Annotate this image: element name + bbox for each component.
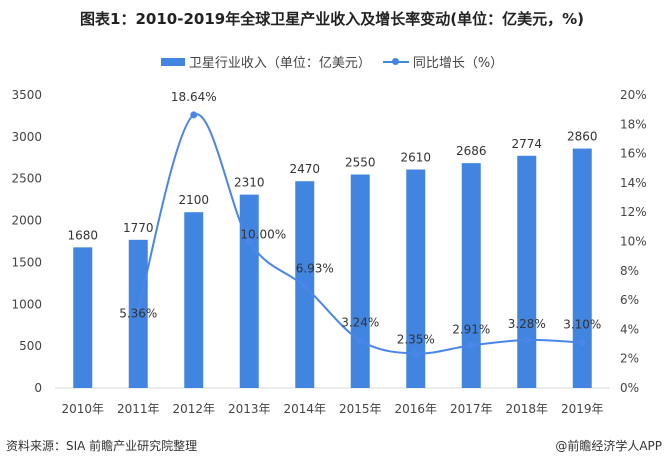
bar-value-label: 2774 xyxy=(511,137,542,151)
chart-title: 图表1：2010-2019年全球卫星产业收入及增长率变动(单位：亿美元，%) xyxy=(80,10,584,28)
legend-bar-swatch-icon xyxy=(160,57,185,66)
bar-value-label: 2610 xyxy=(400,151,431,165)
bar-value-label: 2310 xyxy=(234,176,265,190)
left-axis-tick-label: 500 xyxy=(19,339,42,353)
left-axis-tick-label: 2500 xyxy=(11,172,42,186)
legend-item-revenue: 卫星行业收入（单位：亿美元） xyxy=(160,52,371,71)
bar xyxy=(350,174,370,388)
bar xyxy=(572,148,592,388)
left-axis-tick-label: 2000 xyxy=(11,214,42,228)
bar xyxy=(184,212,204,388)
right-axis-tick-label: 16% xyxy=(620,147,647,161)
right-axis-tick-label: 20% xyxy=(620,88,647,102)
x-axis-tick-label: 2015年 xyxy=(339,402,382,416)
x-axis-tick-label: 2019年 xyxy=(561,402,604,416)
right-axis-tick-label: 0% xyxy=(620,381,639,395)
growth-point xyxy=(245,238,253,245)
right-axis-tick-label: 14% xyxy=(620,176,647,190)
bar-value-label: 2550 xyxy=(345,156,376,170)
left-axis-tick-label: 1500 xyxy=(11,255,42,269)
left-axis-tick-label: 1000 xyxy=(11,297,42,311)
x-axis-tick-label: 2012年 xyxy=(172,402,215,416)
right-axis-tick-label: 8% xyxy=(620,264,639,278)
growth-point xyxy=(134,305,142,313)
bar xyxy=(128,239,148,388)
bar-value-label: 2686 xyxy=(456,144,487,158)
legend-label-revenue: 卫星行业收入（单位：亿美元） xyxy=(188,56,371,71)
right-axis-tick-label: 4% xyxy=(620,322,639,336)
right-axis-tick-label: 12% xyxy=(620,205,647,219)
x-axis-tick-label: 2016年 xyxy=(394,402,437,416)
legend-line-marker-icon xyxy=(382,57,409,67)
bar-value-label: 2860 xyxy=(567,130,598,144)
growth-value-label: 3.28% xyxy=(508,317,546,331)
x-axis-tick-label: 2017年 xyxy=(450,402,493,416)
right-axis-tick-label: 6% xyxy=(620,293,639,307)
growth-value-label: 2.91% xyxy=(452,322,490,336)
growth-point xyxy=(412,350,420,358)
growth-value-label: 18.64% xyxy=(171,90,217,104)
growth-value-label: 6.93% xyxy=(296,261,334,275)
growth-value-label: 3.10% xyxy=(563,318,601,332)
x-axis-tick-label: 2013年 xyxy=(228,402,271,416)
bar-value-label: 2470 xyxy=(289,162,320,176)
x-axis-tick-label: 2018年 xyxy=(505,402,548,416)
bar xyxy=(73,247,93,388)
growth-value-label: 3.24% xyxy=(341,316,379,330)
bar xyxy=(239,194,259,388)
bar-value-label: 1770 xyxy=(123,221,154,235)
left-axis-tick-label: 0 xyxy=(34,381,42,395)
growth-point xyxy=(190,111,198,119)
legend-label-growth: 同比增长（%） xyxy=(412,56,504,71)
bar-value-label: 2100 xyxy=(178,193,209,207)
growth-point xyxy=(467,341,475,349)
bar xyxy=(517,155,537,388)
growth-value-label: 10.00% xyxy=(240,228,286,242)
bar-value-label: 1680 xyxy=(67,228,98,242)
legend-item-growth: 同比增长（%） xyxy=(382,52,504,71)
bar xyxy=(461,163,481,388)
growth-point xyxy=(356,337,364,345)
growth-point xyxy=(301,282,309,290)
growth-value-label: 5.36% xyxy=(119,306,157,320)
x-axis-tick-label: 2011年 xyxy=(117,402,160,416)
left-axis-tick-label: 3000 xyxy=(11,130,42,144)
x-axis-tick-label: 2014年 xyxy=(283,402,326,416)
right-axis-tick-label: 2% xyxy=(620,352,639,366)
growth-point xyxy=(523,336,531,344)
x-axis-tick-label: 2010年 xyxy=(61,402,104,416)
source-note: 资料来源：SIA 前瞻产业研究院整理 xyxy=(6,439,198,453)
legend: 卫星行业收入（单位：亿美元） 同比增长（%） xyxy=(0,52,664,71)
right-axis-tick-label: 10% xyxy=(620,235,647,249)
growth-value-label: 2.35% xyxy=(397,333,435,347)
right-axis-tick-label: 18% xyxy=(620,117,647,131)
growth-point xyxy=(578,339,586,347)
credit-note: @前瞻经济学人APP xyxy=(555,439,662,453)
left-axis-tick-label: 3500 xyxy=(11,88,42,102)
bar xyxy=(406,169,426,388)
